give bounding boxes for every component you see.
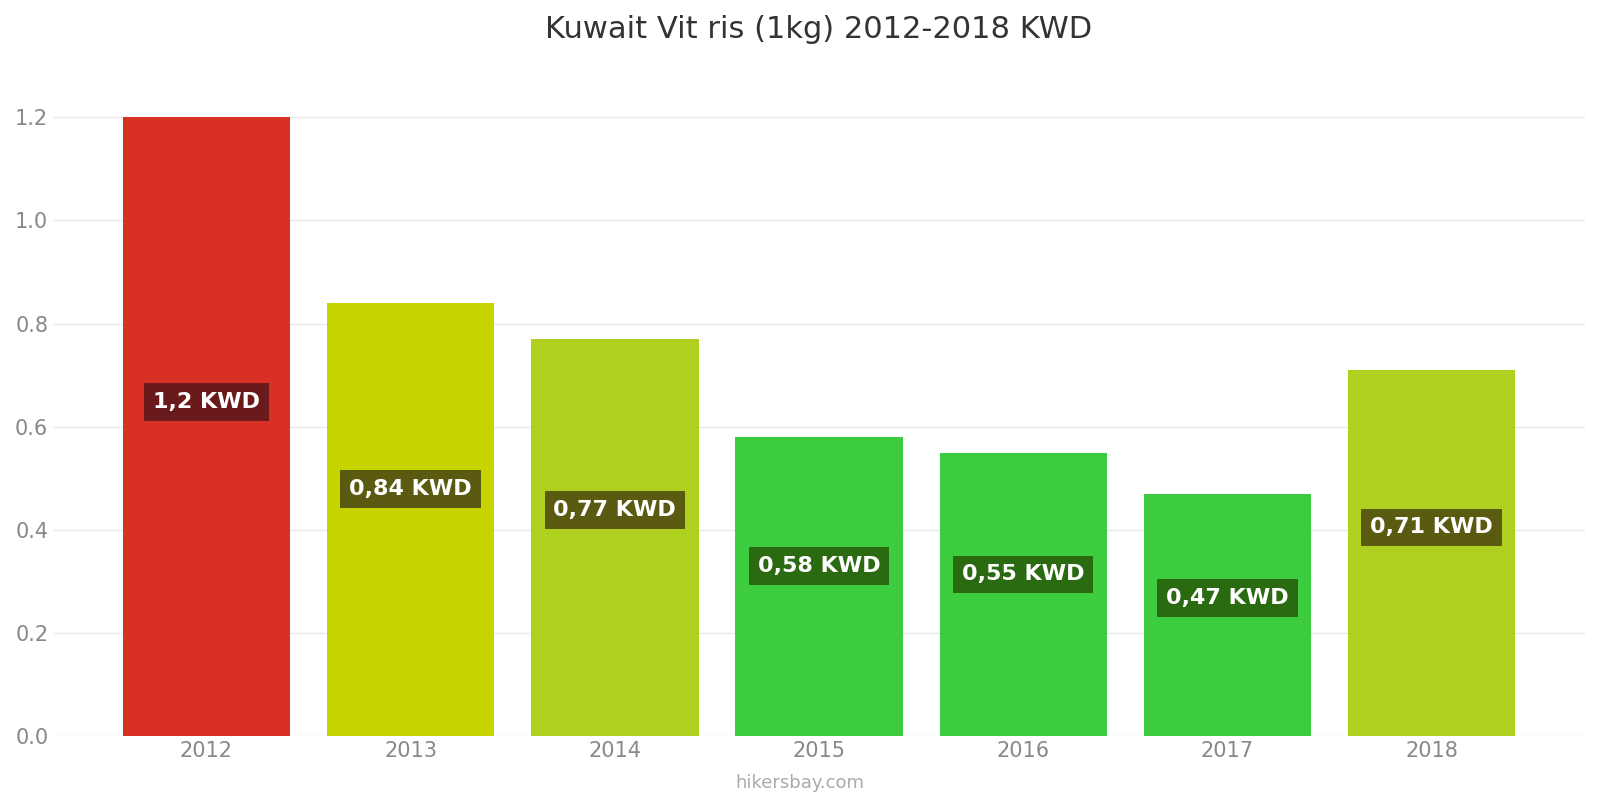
Bar [123, 118, 290, 736]
Bar [531, 339, 699, 736]
Bar [1144, 494, 1310, 736]
Bar [736, 437, 902, 736]
Text: 0,71 KWD: 0,71 KWD [1370, 518, 1493, 538]
Bar [1347, 370, 1515, 736]
Text: 0,58 KWD: 0,58 KWD [758, 556, 880, 576]
Text: 0,55 KWD: 0,55 KWD [962, 565, 1085, 585]
Text: 0,84 KWD: 0,84 KWD [349, 479, 472, 499]
Text: 0,77 KWD: 0,77 KWD [554, 500, 677, 520]
Title: Kuwait Vit ris (1kg) 2012-2018 KWD: Kuwait Vit ris (1kg) 2012-2018 KWD [546, 15, 1093, 44]
Bar [939, 453, 1107, 736]
Bar [326, 303, 494, 736]
Text: 1,2 KWD: 1,2 KWD [154, 392, 259, 412]
Text: 0,47 KWD: 0,47 KWD [1166, 588, 1288, 608]
Text: hikersbay.com: hikersbay.com [736, 774, 864, 792]
